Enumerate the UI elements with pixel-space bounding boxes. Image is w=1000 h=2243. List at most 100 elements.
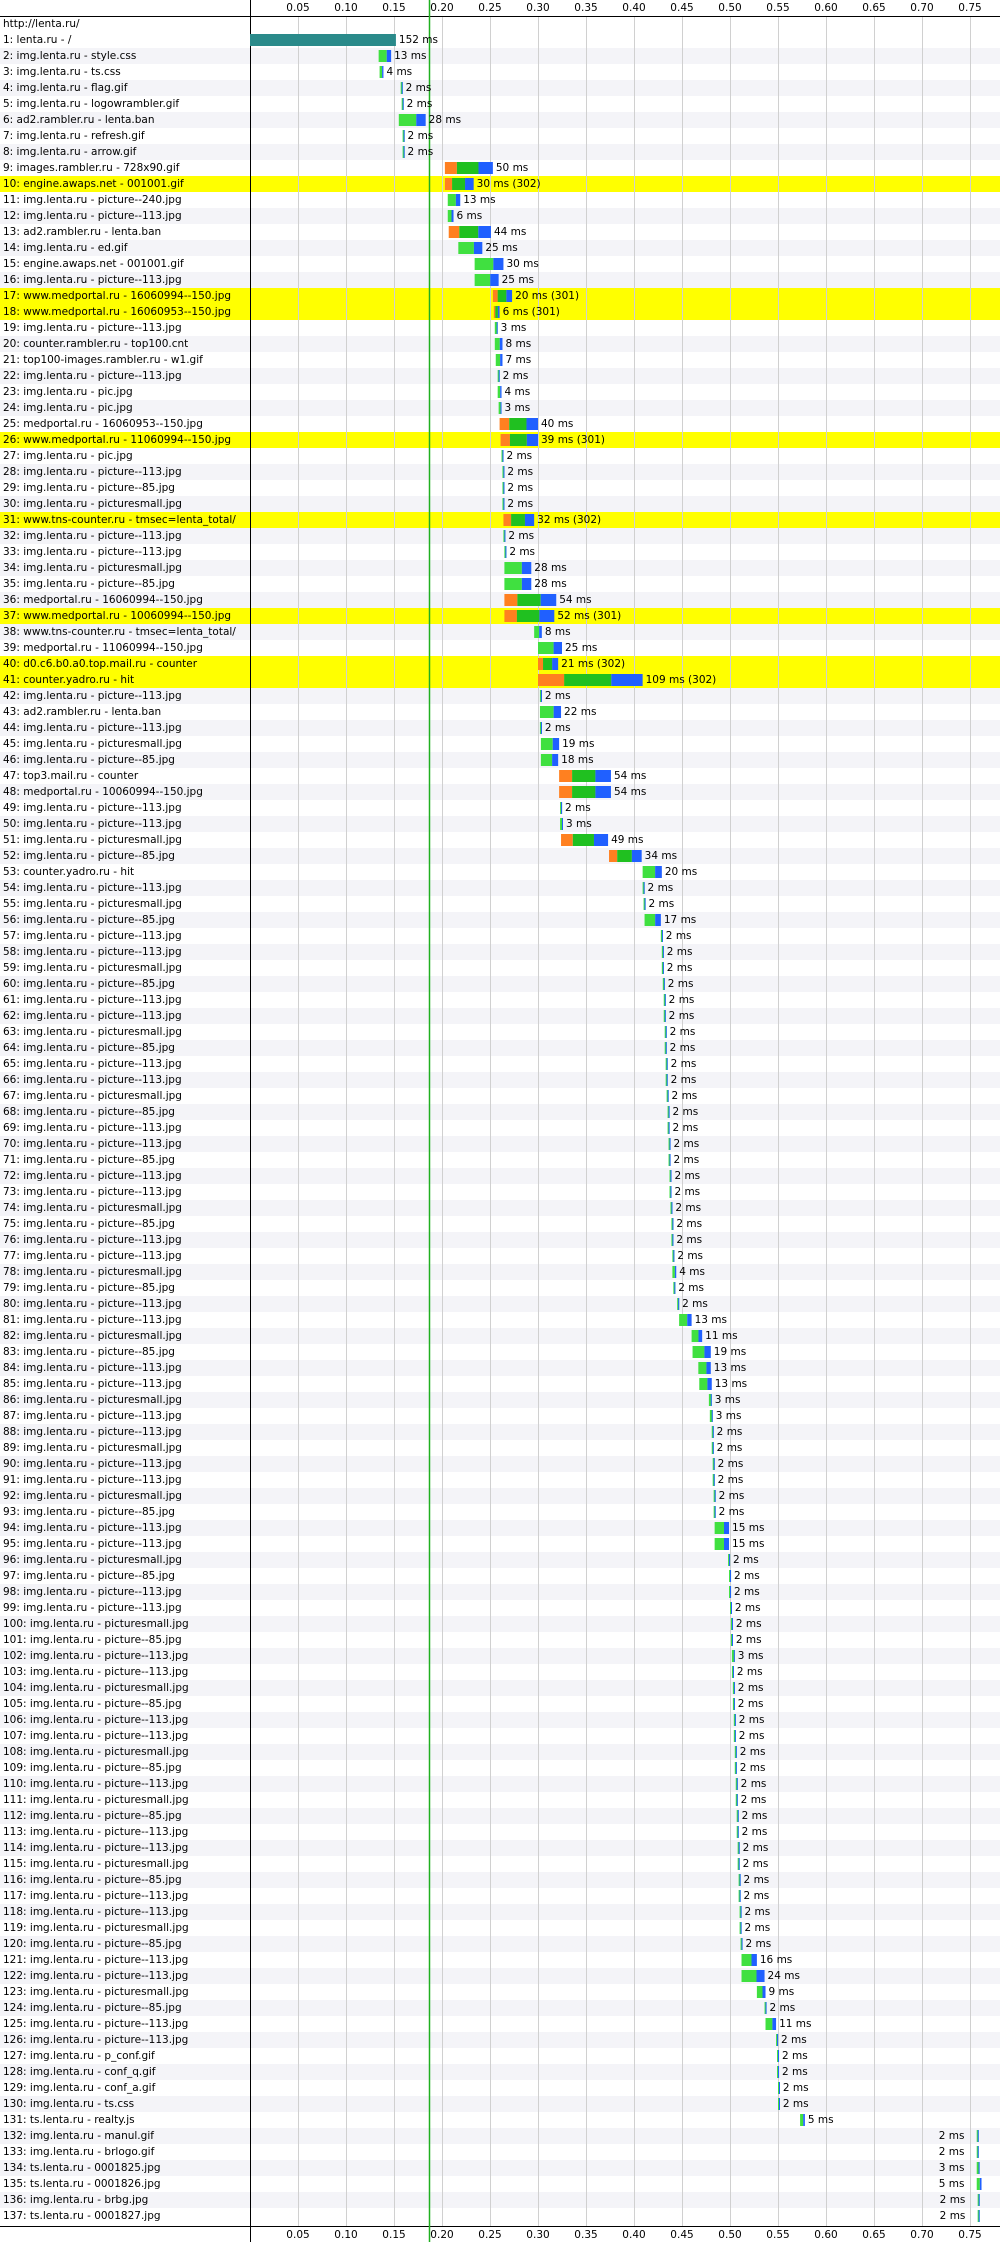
request-bar-download [505, 546, 507, 558]
request-label: 32: img.lenta.ru - picture--113.jpg [3, 530, 182, 542]
request-bar-download [561, 818, 563, 830]
request-label: 62: img.lenta.ru - picture--113.jpg [3, 1010, 182, 1022]
request-bar [708, 1394, 712, 1406]
request-bar-wait [499, 418, 510, 430]
request-label: 35: img.lenta.ru - picture--85.jpg [3, 578, 175, 590]
request-label: 49: img.lenta.ru - picture--113.jpg [3, 802, 182, 814]
request-bar-download [978, 2194, 980, 2206]
request-label: 53: counter.yadro.ru - hit [3, 866, 135, 878]
request-label: 51: img.lenta.ru - picturesmall.jpg [3, 834, 182, 846]
request-label: 91: img.lenta.ru - picture--113.jpg [3, 1474, 182, 1486]
request-label: 56: img.lenta.ru - picture--85.jpg [3, 914, 175, 926]
request-label: 7: img.lenta.ru - refresh.gif [3, 130, 145, 142]
request-bar [709, 1410, 713, 1422]
request-label: 96: img.lenta.ru - picturesmall.jpg [3, 1554, 182, 1566]
request-label: 126: img.lenta.ru - picture--113.jpg [3, 2034, 189, 2046]
request-bar-download [698, 1330, 703, 1342]
request-bar-download [729, 1554, 731, 1566]
request-bar-download [707, 1378, 712, 1390]
request-label: 95: img.lenta.ru - picture--113.jpg [3, 1538, 182, 1550]
request-bar-download [497, 306, 500, 318]
request-bar-download [503, 482, 505, 494]
request-bar [459, 226, 479, 238]
request-label: 65: img.lenta.ru - picture--113.jpg [3, 1058, 182, 1070]
request-label: 98: img.lenta.ru - picture--113.jpg [3, 1586, 182, 1598]
request-bar-download [643, 882, 645, 894]
request-bar-wait [444, 178, 453, 190]
request-label: 45: img.lenta.ru - picturesmall.jpg [3, 738, 182, 750]
request-bar-download [631, 850, 642, 862]
request-label: 94: img.lenta.ru - picture--113.jpg [3, 1522, 182, 1534]
request-bar-download [714, 1490, 716, 1502]
request-label: 37: www.medportal.ru - 10060994--150.jpg [3, 610, 232, 622]
request-bar [644, 914, 656, 926]
request-bar-download [502, 450, 504, 462]
request-bar-wait [504, 610, 517, 622]
request-bar-wait [444, 162, 457, 174]
request-bar-wait [559, 770, 573, 782]
request-label: 38: www.tns-counter.ru - tmsec=lenta_tot… [3, 626, 236, 638]
request-label: 116: img.lenta.ru - picture--85.jpg [3, 1874, 182, 1886]
request-bar-download [500, 402, 502, 414]
request-label: 118: img.lenta.ru - picture--113.jpg [3, 1906, 189, 1918]
request-label: 8: img.lenta.ru - arrow.gif [3, 146, 137, 158]
request-bar [474, 274, 491, 286]
request-bar-download [670, 1170, 672, 1182]
request-bar-download [779, 2098, 780, 2110]
request-bar-download [540, 722, 542, 734]
request-bar-download [401, 82, 403, 94]
request-bar-download [740, 1906, 742, 1918]
request-bar-download [713, 1458, 715, 1470]
request-bar [617, 850, 632, 862]
request-bar [572, 834, 594, 846]
request-bar-download [490, 274, 499, 286]
request-bar-download [724, 1522, 730, 1534]
request-label: 137: ts.lenta.ru - 0001827.jpg [3, 2210, 161, 2222]
request-bar-download [734, 1714, 736, 1726]
request-label: 121: img.lenta.ru - picture--113.jpg [3, 1954, 189, 1966]
request-bar-download [668, 1106, 670, 1118]
request-bar-download [674, 1266, 677, 1278]
request-bar [756, 1986, 763, 1998]
request-bar-download [478, 226, 491, 238]
request-label: 17: www.medportal.ru - 16060994--150.jpg [3, 290, 232, 302]
request-bar-download [539, 610, 555, 622]
request-bar [495, 354, 501, 366]
request-bar-download [500, 386, 502, 398]
request-bar-download [552, 738, 560, 750]
request-bar-download [553, 642, 562, 654]
request-bar [509, 418, 527, 430]
request-bar [564, 674, 612, 686]
request-bar-download [979, 2178, 982, 2190]
request-label: 40: d0.c6.b0.a0.top.mail.ru - counter [3, 658, 198, 670]
request-label: 89: img.lenta.ru - picturesmall.jpg [3, 1442, 182, 1454]
request-label: 71: img.lenta.ru - picture--85.jpg [3, 1154, 175, 1166]
request-label: 19: img.lenta.ru - picture--113.jpg [3, 322, 182, 334]
request-label: 76: img.lenta.ru - picture--113.jpg [3, 1234, 182, 1246]
request-label: 105: img.lenta.ru - picture--85.jpg [3, 1698, 182, 1710]
request-bar [698, 1362, 707, 1374]
request-bar-download [553, 706, 562, 718]
request-label: 104: img.lenta.ru - picturesmall.jpg [3, 1682, 189, 1694]
request-bar-download [733, 1698, 735, 1710]
request-label: 13: ad2.rambler.ru - lenta.ban [3, 226, 162, 238]
request-bar-download [666, 1074, 668, 1086]
request-bar-download [593, 834, 609, 846]
request-label: 122: img.lenta.ru - picture--113.jpg [3, 1970, 189, 1982]
request-bar-wait [493, 306, 496, 318]
request-label: 15: engine.awaps.net - 001001.gif [3, 258, 184, 270]
request-label: 47: top3.mail.ru - counter [3, 770, 139, 782]
request-bar [534, 626, 540, 638]
request-label: 129: img.lenta.ru - conf_a.gif [3, 2082, 156, 2094]
request-label: 10: engine.awaps.net - 001001.gif [3, 178, 184, 190]
request-bar [741, 1970, 757, 1982]
request-label: 70: img.lenta.ru - picture--113.jpg [3, 1138, 182, 1150]
request-bar [509, 434, 527, 446]
request-bar-download [540, 690, 542, 702]
request-bar-download [740, 1922, 742, 1934]
request-label: 27: img.lenta.ru - pic.jpg [3, 450, 133, 462]
request-bar-download [732, 1666, 734, 1678]
request-bar-download [713, 1474, 715, 1486]
request-label: 127: img.lenta.ru - p_conf.gif [3, 2050, 155, 2062]
request-bar [699, 1378, 708, 1390]
